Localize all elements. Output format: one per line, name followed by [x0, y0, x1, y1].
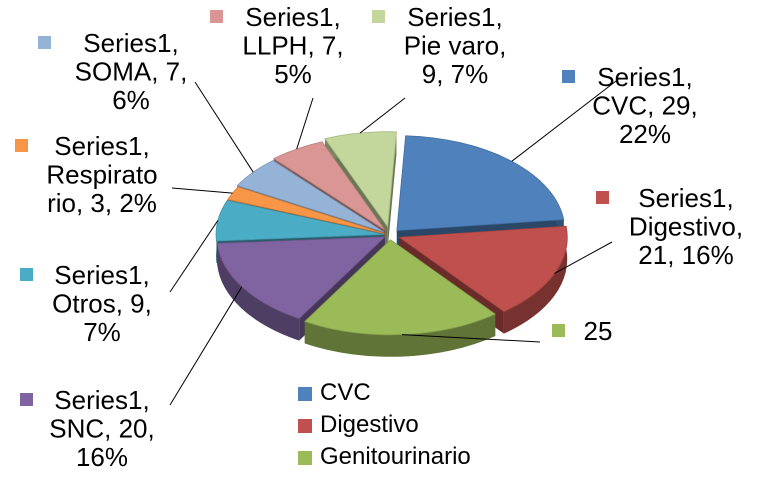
data-label-line: 25 — [584, 316, 613, 346]
label-marker-respiratorio — [15, 139, 28, 152]
slice-genitourinario — [304, 239, 497, 357]
label-marker-otros — [20, 268, 33, 281]
data-label-line: LLPH, 7, — [242, 31, 343, 61]
leader-line-digestivo — [554, 241, 613, 274]
data-label-line: 6% — [112, 85, 150, 115]
data-label-respiratorio: Series1, Respirato rio, 3, 2% — [46, 131, 157, 218]
data-label-pie-varo: Series1, Pie varo, 9, 7% — [404, 2, 507, 89]
data-label-line: Respirato — [46, 160, 157, 190]
label-marker-pie-varo — [372, 10, 385, 23]
data-label-llph: Series1, LLPH, 7, 5% — [242, 2, 343, 89]
slice-top-pie-varo — [324, 131, 397, 228]
legend-swatch-digestivo — [298, 419, 312, 433]
legend-swatch-cvc — [298, 387, 312, 401]
slice-wall-pie-varo-1 — [387, 131, 397, 249]
data-label-otros: Series1, Otros, 9, 7% — [52, 260, 152, 347]
data-label-snc: Series1, SNC, 20, 16% — [49, 385, 155, 472]
data-label-line: Digestivo, — [629, 212, 743, 242]
data-label-line: 7% — [83, 317, 121, 347]
label-marker-genitourinario — [552, 324, 565, 337]
slice-top-cvc — [396, 135, 565, 232]
leader-line-genitourinario — [402, 334, 541, 343]
label-marker-llph — [210, 10, 223, 23]
label-marker-digestivo — [596, 191, 609, 204]
data-label-line: 22% — [619, 119, 671, 149]
leader-line-otros — [169, 220, 219, 293]
data-label-line: 16% — [76, 442, 128, 472]
leader-line-pie-varo — [359, 97, 406, 134]
legend-entry-digestivo: Digestivo — [320, 411, 419, 438]
slice-top-otros — [215, 199, 385, 242]
slice-side-genitourinario — [304, 314, 496, 357]
data-label-line: 21, 16% — [638, 240, 733, 270]
data-label-line: Series1, — [54, 131, 149, 161]
data-label-line: SNC, 20, — [49, 414, 155, 444]
slice-top-genitourinario — [304, 239, 497, 336]
data-label-line: rio, 3, 2% — [47, 188, 157, 218]
leader-line-soma — [194, 81, 254, 173]
pie-slices — [215, 131, 568, 357]
leader-line-respiratorio — [171, 187, 233, 194]
data-label-cvc: Series1, CVC, 29, 22% — [592, 62, 698, 149]
legend: CVC Digestivo Genitourinario — [298, 379, 471, 470]
data-labels: Series1, CVC, 29, 22%Series1, Digestivo, 21,… — [15, 2, 743, 472]
data-label-line: Series1, — [245, 2, 340, 32]
leader-line-cvc — [511, 77, 621, 162]
legend-entry-genitourinario: Genitourinario — [320, 443, 471, 470]
data-label-soma: Series1, SOMA, 7, 6% — [75, 28, 188, 115]
data-label-line: 5% — [274, 59, 312, 89]
data-label-line: Series1, — [54, 385, 149, 415]
legend-swatch-genitourinario — [298, 451, 312, 465]
data-label-line: SOMA, 7, — [75, 57, 188, 87]
data-label-line: Pie varo, — [404, 31, 507, 61]
data-label-line: Series1, — [407, 2, 502, 32]
slice-side-snc — [217, 243, 300, 341]
leader-line-snc — [169, 286, 243, 406]
data-label-line: 9, 7% — [422, 59, 489, 89]
data-label-genitourinario: 25 — [584, 316, 613, 346]
slice-top-soma — [236, 160, 384, 233]
legend-entry-cvc: CVC — [320, 379, 371, 406]
data-label-line: Otros, 9, — [52, 289, 152, 319]
slice-side-digestivo — [503, 226, 568, 334]
label-marker-cvc — [562, 70, 575, 83]
leader-lines — [169, 77, 621, 406]
data-label-line: Series1, — [597, 62, 692, 92]
data-label-line: Series1, — [54, 260, 149, 290]
data-label-digestivo: Series1, Digestivo, 21, 16% — [629, 183, 743, 270]
data-label-line: Series1, — [638, 183, 733, 213]
data-label-line: Series1, — [83, 28, 178, 58]
data-label-line: CVC, 29, — [592, 91, 698, 121]
slice-top-digestivo — [398, 225, 568, 313]
leader-line-llph — [296, 97, 314, 150]
label-marker-soma — [38, 36, 51, 49]
label-marker-snc — [20, 393, 33, 406]
